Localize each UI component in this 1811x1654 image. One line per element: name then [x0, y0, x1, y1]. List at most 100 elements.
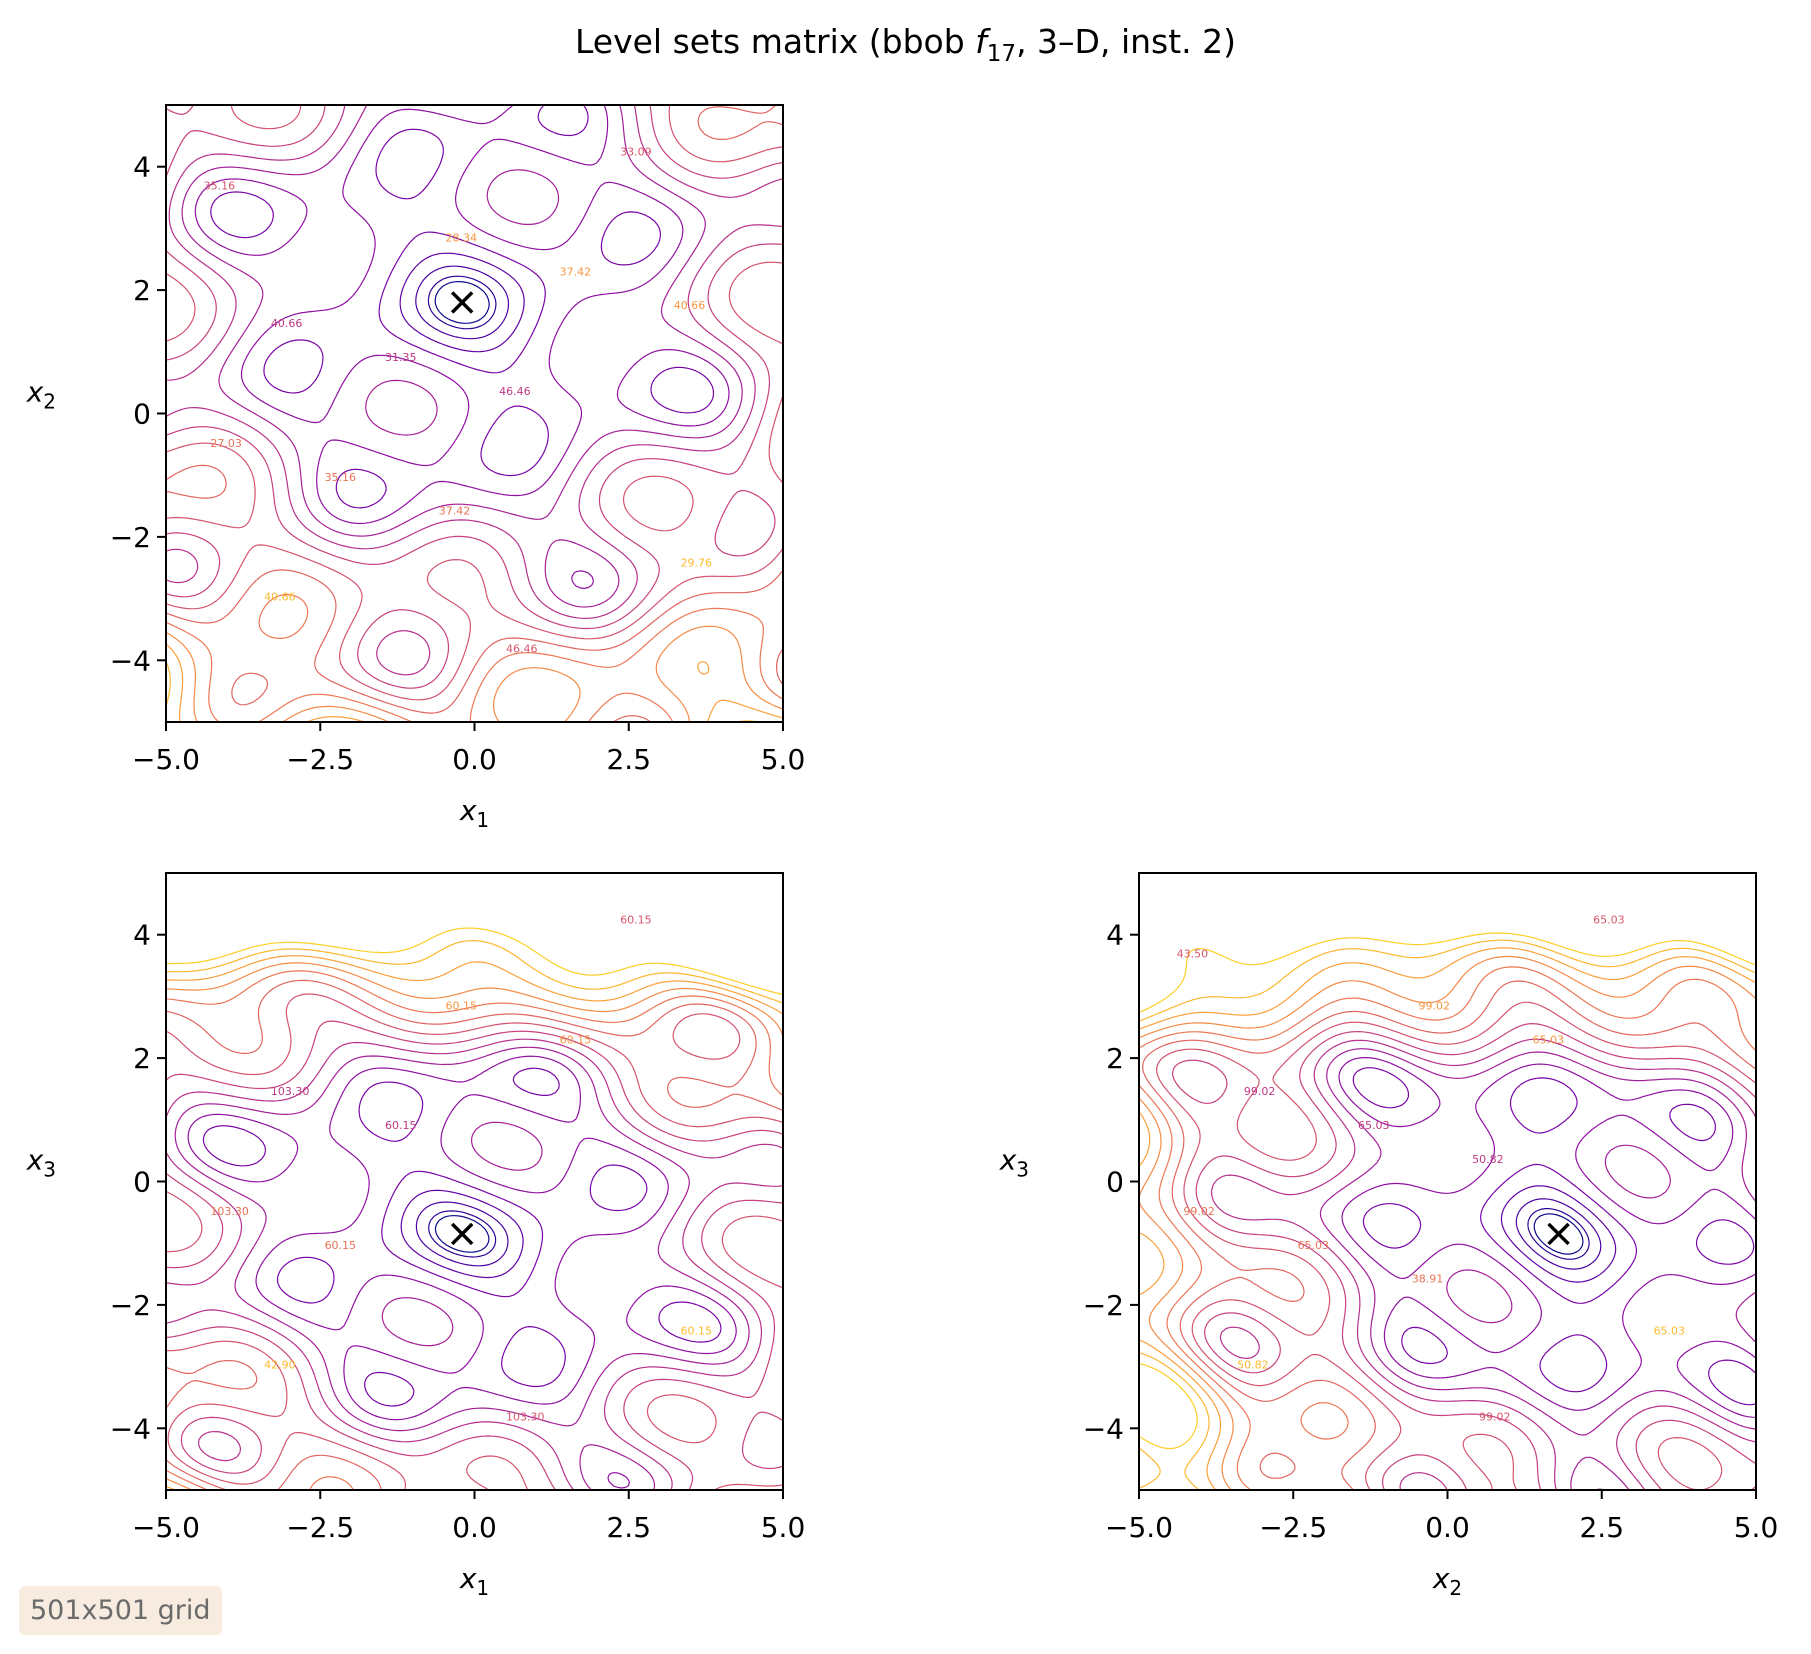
- contour-level-line: [1210, 1038, 1756, 1490]
- contour-level-line: [166, 643, 783, 722]
- contour-level-line: [174, 1046, 750, 1490]
- x-tick-label: 0.0: [452, 1511, 497, 1544]
- contour-label: 46.46: [499, 385, 531, 398]
- contour-lines: 103.30 103.30 103.30 60.15 60.15 60.15 60.15 60…: [166, 914, 783, 1490]
- contour-level-line: [166, 105, 783, 676]
- contour-label: 50.82: [1237, 1358, 1269, 1371]
- x-tick-label: −2.5: [286, 743, 354, 776]
- contour-level-line: [1500, 1185, 1617, 1283]
- contour-level-line: [166, 593, 783, 722]
- x-tick-label: −5.0: [132, 1511, 200, 1544]
- contour-label: 28.34: [446, 231, 478, 244]
- contour-plot-x1-x3: 103.30 103.30 103.30 60.15 60.15 60.15 60.15 60…: [26, 872, 805, 1600]
- contour-panel-x1-x3: 103.30 103.30 103.30 60.15 60.15 60.15 60.15 60…: [26, 872, 805, 1600]
- x-tick-label: −5.0: [132, 743, 200, 776]
- contour-level-line: [166, 105, 783, 722]
- figure-title: Level sets matrix (bbob f17, 3–D, inst. …: [0, 22, 1811, 67]
- y-tick-label: 0: [1106, 1166, 1124, 1199]
- x-tick-label: 5.0: [761, 743, 806, 776]
- y-tick-label: 4: [133, 919, 151, 952]
- contour-level-line: [415, 1201, 509, 1267]
- contour-level-line: [166, 625, 783, 722]
- x-tick-label: −5.0: [1105, 1511, 1173, 1544]
- contour-level-line: [428, 1210, 497, 1258]
- x-tick-label: 5.0: [1734, 1511, 1779, 1544]
- contour-level-line: [427, 275, 497, 330]
- contour-level-line: [1533, 1213, 1584, 1255]
- contour-label: 37.42: [560, 265, 592, 278]
- contour-level-line: [166, 993, 783, 1490]
- y-axis-label: x3: [26, 1144, 56, 1182]
- contour-label: 31.35: [385, 351, 417, 364]
- contour-level-line: [1139, 947, 1756, 1490]
- contour-level-line: [166, 970, 783, 1490]
- y-tick-label: 4: [133, 151, 151, 184]
- contour-label: 103.30: [210, 1205, 249, 1218]
- y-tick-label: −2: [110, 521, 151, 554]
- contour-level-line: [1156, 1001, 1756, 1490]
- contour-label: 29.76: [681, 557, 713, 570]
- y-tick-label: −4: [110, 1412, 151, 1445]
- title-suffix: , 3–D, inst. 2): [1016, 22, 1237, 61]
- contour-label: 50.82: [1472, 1153, 1504, 1166]
- x-axis-label: x1: [459, 1562, 489, 1600]
- contour-label: 35.16: [325, 471, 357, 484]
- contour-level-line: [1527, 1208, 1590, 1260]
- contour-level-line: [1139, 939, 1756, 1490]
- x-tick-label: 2.5: [606, 1511, 651, 1544]
- y-tick-label: −2: [110, 1289, 151, 1322]
- contour-label: 65.03: [1298, 1239, 1330, 1252]
- contour-level-line: [1319, 1048, 1756, 1490]
- contour-label: 99.02: [1479, 1410, 1511, 1423]
- y-tick-label: 2: [133, 1042, 151, 1075]
- contour-label: 99.02: [1183, 1205, 1215, 1218]
- x-axis-label: x1: [459, 794, 489, 832]
- contour-label: 65.03: [1593, 914, 1625, 927]
- x-tick-label: 2.5: [1579, 1511, 1624, 1544]
- contour-label: 103.30: [271, 1085, 310, 1098]
- contour-label: 60.15: [620, 914, 652, 927]
- x-axis-label: x2: [1432, 1562, 1462, 1600]
- contour-level-line: [202, 1067, 722, 1407]
- contour-label: 40.66: [674, 299, 706, 312]
- y-tick-label: −4: [1083, 1412, 1124, 1445]
- contour-level-line: [187, 1055, 737, 1489]
- y-axis-label: x2: [26, 376, 56, 414]
- contour-level-line: [1139, 932, 1756, 1450]
- contour-label: 38.91: [1412, 1273, 1444, 1286]
- contour-label: 60.15: [560, 1033, 592, 1046]
- contour-label: 99.02: [1244, 1085, 1276, 1098]
- contour-level-line: [194, 105, 730, 590]
- contour-level-line: [166, 1038, 783, 1490]
- y-axis-label: x3: [999, 1144, 1029, 1182]
- y-tick-label: 0: [133, 1166, 151, 1199]
- x-tick-label: −2.5: [1259, 1511, 1327, 1544]
- contour-level-line: [1139, 955, 1756, 1490]
- contour-level-line: [415, 265, 510, 340]
- contour-lines: 99.02 99.02 99.02 99.02 65.03 65.03 65.03 65.03…: [1139, 914, 1756, 1490]
- contour-level-line: [1352, 1067, 1756, 1406]
- contour-level-line: [434, 281, 490, 324]
- contour-label: 40.66: [264, 590, 296, 603]
- x-tick-label: 2.5: [606, 743, 651, 776]
- contour-label: 65.03: [1654, 1325, 1686, 1338]
- contour-label: 65.03: [1358, 1119, 1390, 1132]
- y-tick-label: −4: [110, 644, 151, 677]
- contour-level-line: [1139, 966, 1756, 1490]
- contour-label: 42.90: [264, 1358, 296, 1371]
- contour-level-line: [399, 252, 525, 353]
- contour-label: 65.03: [1533, 1033, 1565, 1046]
- optimum-marker: [1547, 1222, 1570, 1246]
- contour-level-line: [166, 979, 783, 1490]
- y-tick-label: −2: [1083, 1289, 1124, 1322]
- contour-panel-x2-x3: 99.02 99.02 99.02 99.02 65.03 65.03 65.03 65.03…: [999, 872, 1778, 1600]
- grid-size-badge: 501x501 grid: [19, 1586, 222, 1635]
- contour-label: 60.15: [325, 1239, 357, 1252]
- contour-lines: 40.66 46.46 27.03 28.34 29.76 31.35 33.09 35.16…: [166, 105, 783, 722]
- contour-level-line: [166, 105, 783, 689]
- contour-label: 37.42: [439, 505, 471, 518]
- y-tick-label: 0: [133, 398, 151, 431]
- contour-panel-x1-x2: 40.66 46.46 27.03 28.34 29.76 31.35 33.09 35.16…: [26, 104, 805, 832]
- contour-label: 60.15: [681, 1325, 713, 1338]
